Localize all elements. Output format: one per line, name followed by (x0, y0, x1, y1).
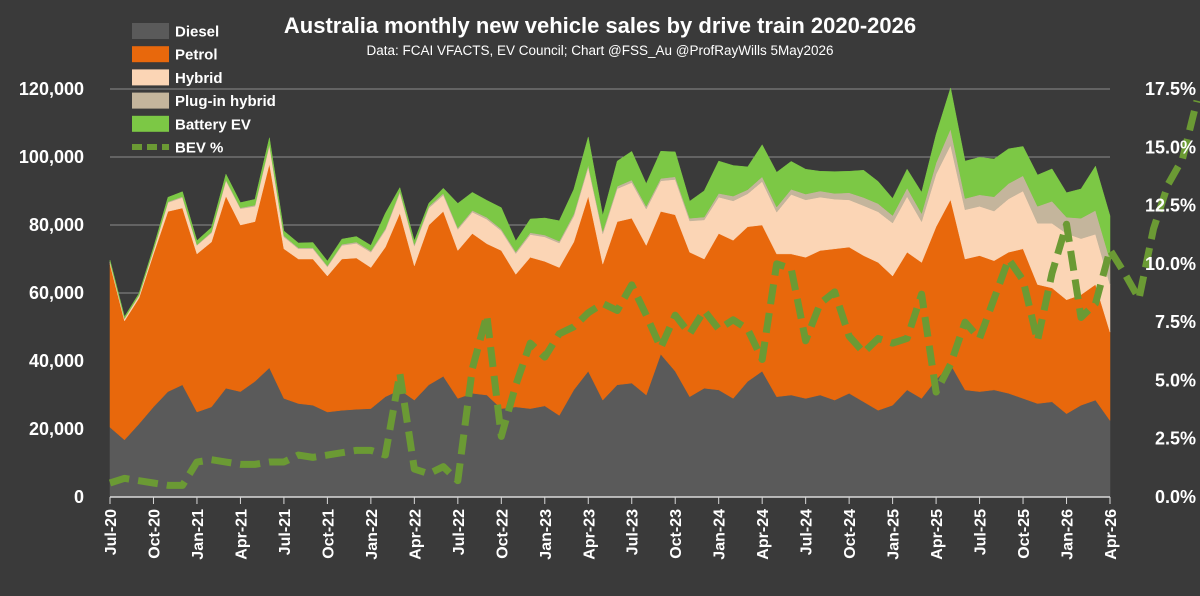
x-tick-label: Jul-24 (799, 509, 816, 555)
y-right-tick-label: 10.0% (1145, 254, 1196, 274)
legend-label-battery-ev: Battery EV (175, 116, 251, 133)
y-right-tick-label: 7.5% (1155, 312, 1196, 332)
legend: Diesel Petrol Hybrid Plug-in hybrid Battery … (132, 23, 276, 157)
y-right-tick-label: 12.5% (1145, 196, 1196, 216)
x-tick-label: Jan-21 (190, 509, 207, 560)
y-right-tick-label: 15.0% (1145, 137, 1196, 157)
legend-swatch-plug-in-hybrid (132, 92, 169, 109)
x-tick-label: Jan-22 (364, 509, 381, 560)
x-tick-label: Apr-22 (407, 509, 424, 560)
x-tick-label: Jan-23 (538, 509, 555, 560)
x-tick-label: Oct-20 (146, 509, 163, 559)
x-tick-label: Jul-20 (103, 509, 120, 555)
legend-swatch-petrol (132, 46, 169, 63)
x-tick-label: Apr-23 (581, 509, 598, 560)
bev-percent-line (108, 99, 1200, 489)
x-tick-label: Oct-22 (494, 509, 511, 559)
chart-title: Australia monthly new vehicle sales by d… (284, 13, 916, 38)
y-right-tick-label: 17.5% (1145, 79, 1196, 99)
legend-swatch-battery-ev (132, 115, 169, 132)
legend-label-diesel: Diesel (175, 24, 219, 41)
y-left-tick-label: 60,000 (29, 283, 84, 303)
y-left-tick-label: 100,000 (19, 147, 84, 167)
chart-subtitle: Data: FCAI VFACTS, EV Council; Chart @FS… (366, 43, 833, 58)
stacked-areas (109, 87, 1111, 498)
legend-swatch-hybrid (132, 69, 169, 86)
x-tick-label: Oct-21 (320, 509, 337, 559)
y-right-tick-label: 0.0% (1155, 487, 1196, 507)
legend-label-plug-in-hybrid: Plug-in hybrid (175, 93, 276, 110)
x-tick-label: Oct-25 (1016, 509, 1033, 559)
x-tick-label: Apr-24 (755, 509, 772, 560)
x-tick-label: Jul-23 (625, 509, 642, 555)
legend-swatch-diesel (132, 23, 169, 39)
y-left-tick-label: 20,000 (29, 419, 84, 439)
x-tick-label: Jul-22 (451, 509, 468, 555)
legend-label-petrol: Petrol (175, 47, 218, 64)
y-right-tick-label: 2.5% (1155, 429, 1196, 449)
x-tick-label: Apr-26 (1103, 509, 1120, 560)
x-tick-label: Jan-26 (1060, 509, 1077, 560)
y-right-tick-label: 5.0% (1155, 370, 1196, 390)
y-left-tick-label: 0 (74, 487, 84, 507)
x-tick-label: Oct-24 (842, 509, 859, 559)
x-tick-label: Apr-21 (233, 509, 250, 560)
x-tick-label: Jul-25 (973, 509, 990, 555)
legend-label-hybrid: Hybrid (175, 70, 223, 87)
legend-label-bev: BEV % (175, 140, 223, 157)
x-tick-label: Jul-21 (277, 509, 294, 555)
y-left-tick-label: 120,000 (19, 79, 84, 99)
x-tick-label: Oct-23 (668, 509, 685, 559)
x-tick-label: Jan-25 (886, 509, 903, 560)
axes: 0 20,000 40,000 60,000 80,000 100,000 120,000 0… (19, 79, 1196, 560)
line-bev (108, 99, 1200, 489)
x-tick-label: Jan-24 (712, 509, 729, 560)
x-tick-label: Apr-25 (929, 509, 946, 560)
y-left-tick-label: 80,000 (29, 215, 84, 235)
y-left-tick-label: 40,000 (29, 351, 84, 371)
